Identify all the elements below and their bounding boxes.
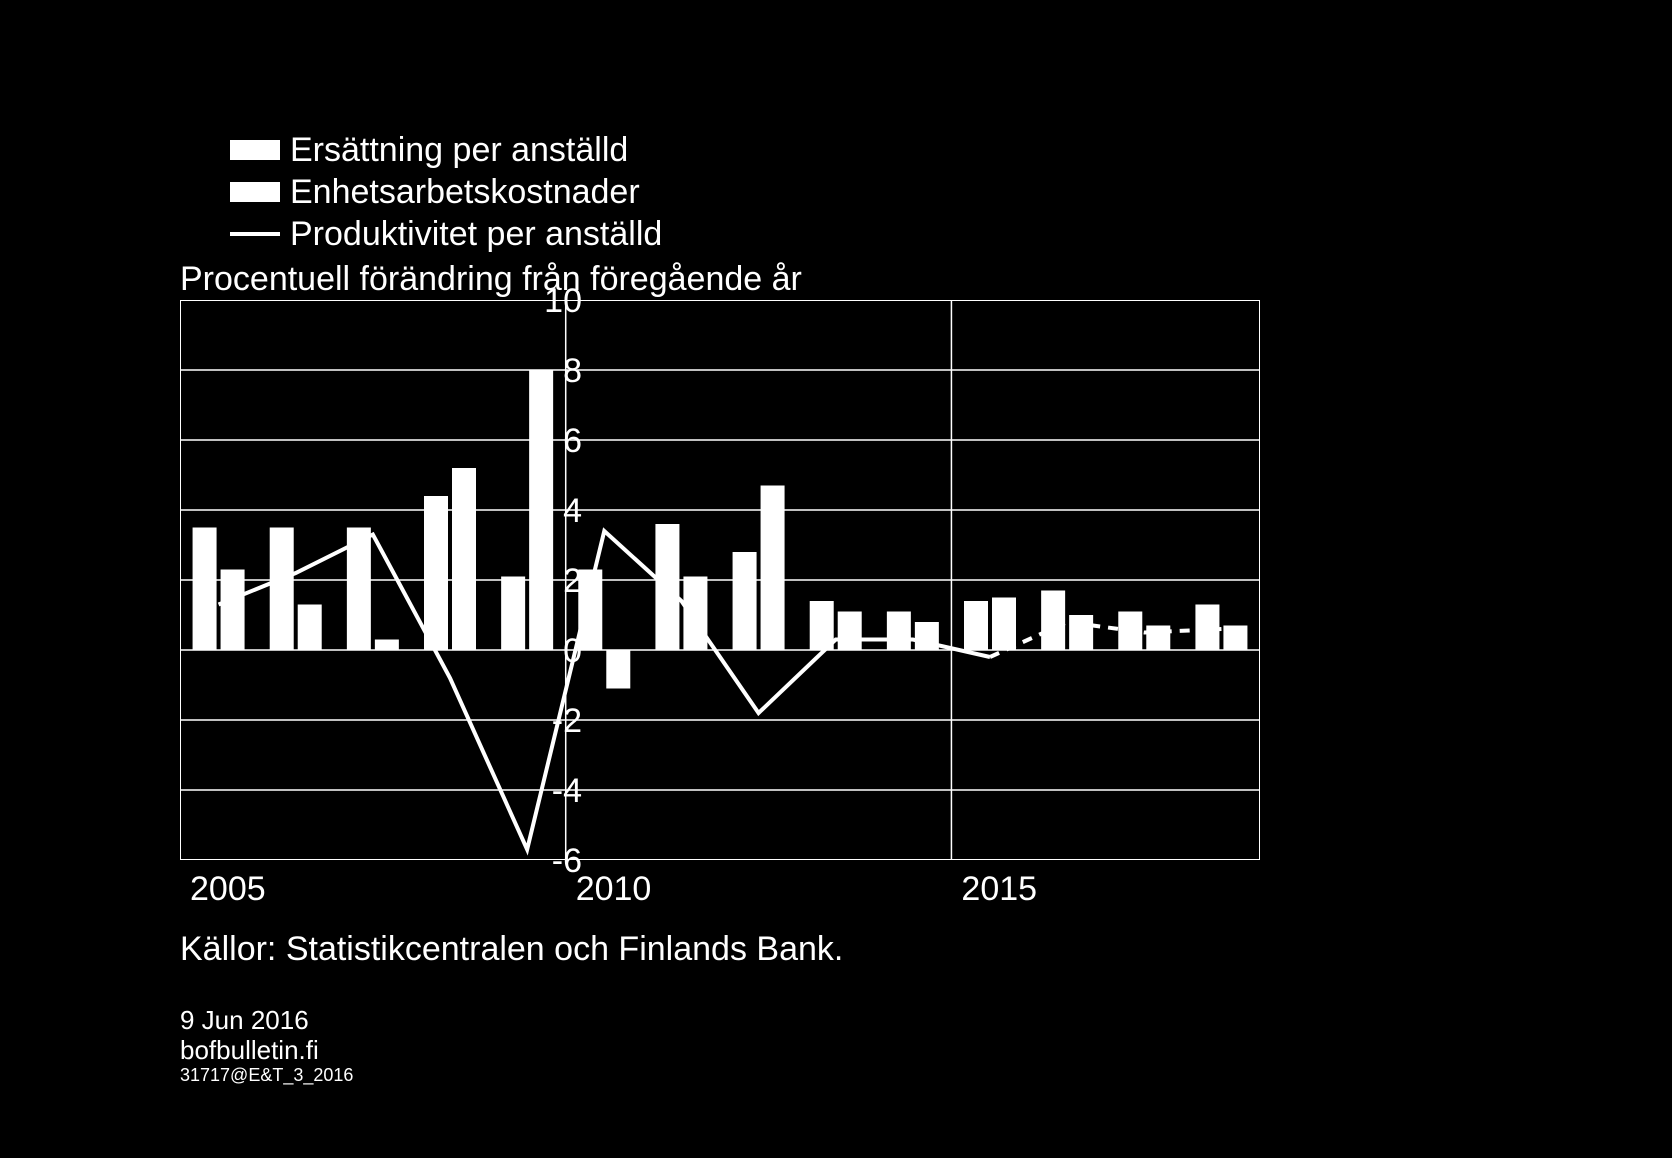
- y-tick-label: 2: [502, 562, 582, 601]
- y-tick-label: -2: [502, 702, 582, 741]
- y-tick-label: -6: [502, 842, 582, 881]
- x-tick-label: 2015: [961, 870, 1037, 909]
- legend-item-ersattning: Ersättning per anställd: [230, 130, 662, 170]
- legend: Ersättning per anställd Enhetsarbetskost…: [230, 130, 662, 256]
- legend-label: Produktivitet per anställd: [290, 214, 662, 254]
- chart-svg: [180, 300, 1260, 860]
- footer-site: bofbulletin.fi: [180, 1035, 319, 1066]
- plot-area: [180, 300, 1260, 860]
- y-tick-label: 8: [502, 352, 582, 391]
- legend-swatch-bar: [230, 140, 280, 160]
- legend-swatch-line: [230, 232, 280, 236]
- source-line: Källor: Statistikcentralen och Finlands …: [180, 930, 843, 969]
- legend-label: Ersättning per anställd: [290, 130, 628, 170]
- chart-subtitle: Procentuell förändring från föregående å…: [180, 260, 802, 299]
- x-tick-label: 2010: [576, 870, 652, 909]
- y-tick-label: 6: [502, 422, 582, 461]
- legend-item-produktivitet: Produktivitet per anställd: [230, 214, 662, 254]
- y-tick-label: 0: [502, 632, 582, 671]
- legend-label: Enhetsarbetskostnader: [290, 172, 640, 212]
- legend-item-enhetskost: Enhetsarbetskostnader: [230, 172, 662, 212]
- chart-page: Ersättning per anställd Enhetsarbetskost…: [0, 0, 1672, 1158]
- y-tick-label: 4: [502, 492, 582, 531]
- footer-ref: 31717@E&T_3_2016: [180, 1065, 353, 1086]
- y-tick-label: -4: [502, 772, 582, 811]
- legend-swatch-bar: [230, 182, 280, 202]
- y-tick-label: 10: [502, 282, 582, 321]
- x-tick-label: 2005: [190, 870, 266, 909]
- footer-date: 9 Jun 2016: [180, 1005, 309, 1036]
